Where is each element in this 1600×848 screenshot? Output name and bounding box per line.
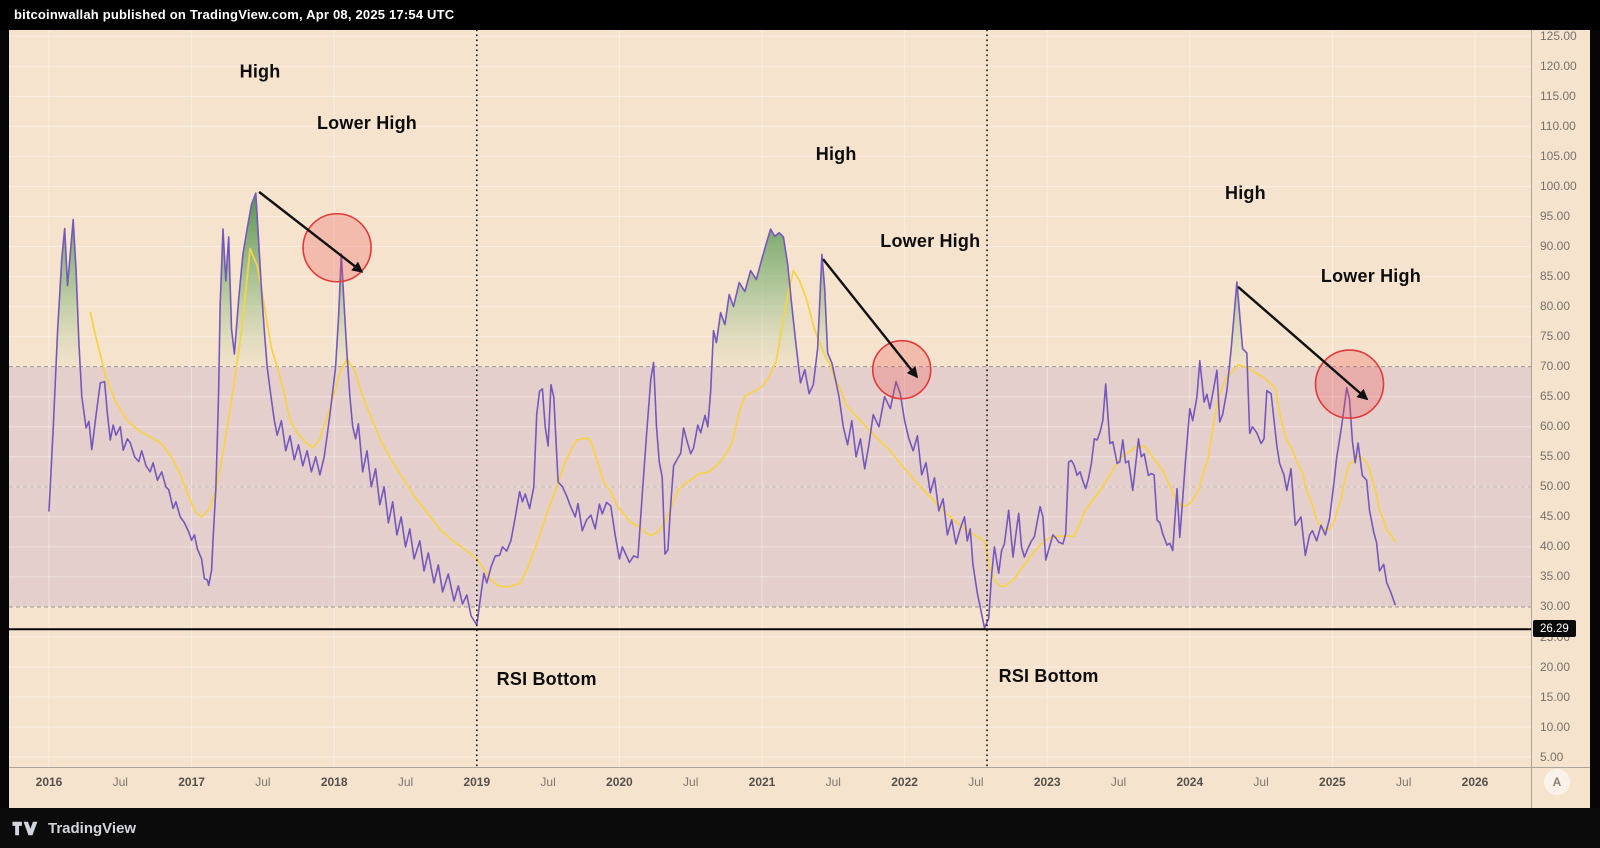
brand-name: TradingView bbox=[48, 819, 137, 837]
page-title: bitcoinwallah published on TradingView.c… bbox=[14, 7, 455, 22]
price-axis[interactable]: 125.00 120.00 115.00 110.00 105.00 100.00 95.0… bbox=[1532, 28, 1590, 767]
tradingview-logo-icon bbox=[12, 821, 38, 835]
rsi-line bbox=[48, 192, 1396, 629]
price-tick-label: 55.00 bbox=[1540, 449, 1571, 464]
current-value-badge: 26.29 bbox=[1533, 620, 1576, 638]
time-tick-year: 2026 bbox=[1461, 775, 1489, 789]
time-tick-jul: Jul bbox=[112, 775, 128, 789]
annotation-text: RSI Bottom bbox=[497, 669, 597, 689]
price-tick-label: 15.00 bbox=[1540, 689, 1571, 704]
footer-bar: TradingView bbox=[0, 808, 1600, 848]
time-tick-year: 2022 bbox=[891, 775, 918, 789]
annotation-text: High bbox=[240, 62, 281, 82]
time-tick-jul: Jul bbox=[968, 775, 984, 789]
annotation-text: Lower High bbox=[1321, 266, 1421, 286]
time-tick-year: 2019 bbox=[463, 775, 491, 789]
price-tick-label: 5.00 bbox=[1540, 749, 1564, 764]
price-tick-label: 70.00 bbox=[1540, 359, 1571, 374]
price-tick-label: 10.00 bbox=[1540, 719, 1571, 734]
price-tick-label: 20.00 bbox=[1540, 659, 1571, 674]
price-tick-label: 110.00 bbox=[1540, 118, 1576, 133]
price-tick-label: 65.00 bbox=[1540, 389, 1571, 404]
price-tick-label: 45.00 bbox=[1540, 509, 1571, 524]
price-tick-label: 125.00 bbox=[1540, 28, 1577, 43]
annotation-text: Lower High bbox=[317, 113, 417, 133]
trend-arrow bbox=[822, 258, 919, 379]
rsi-band bbox=[9, 366, 1531, 607]
time-tick-year: 2021 bbox=[748, 775, 776, 789]
price-axis-border bbox=[1531, 30, 1532, 808]
price-tick-label: 75.00 bbox=[1540, 329, 1571, 344]
price-tick-label: 40.00 bbox=[1540, 539, 1571, 554]
time-tick-year: 2020 bbox=[606, 775, 633, 789]
price-tick-label: 120.00 bbox=[1540, 58, 1577, 73]
time-tick-jul: Jul bbox=[1110, 775, 1127, 789]
time-tick-jul: Jul bbox=[1253, 775, 1269, 789]
annotation-text: High bbox=[1225, 183, 1266, 203]
time-tick-jul: Jul bbox=[1396, 775, 1412, 789]
auto-scale-badge[interactable]: A bbox=[1544, 769, 1570, 795]
time-axis-border bbox=[9, 767, 1590, 768]
header-bar: bitcoinwallah published on TradingView.c… bbox=[0, 0, 1600, 30]
tradingview-logo[interactable]: TradingView bbox=[12, 808, 136, 848]
time-tick-jul: Jul bbox=[540, 775, 556, 789]
annotation-text: High bbox=[816, 144, 857, 164]
price-tick-label: 80.00 bbox=[1540, 299, 1571, 314]
price-tick-label: 105.00 bbox=[1540, 148, 1577, 163]
time-tick-jul: Jul bbox=[683, 775, 699, 789]
trend-arrow bbox=[1237, 285, 1369, 401]
time-tick-year: 2017 bbox=[178, 775, 205, 789]
price-tick-label: 60.00 bbox=[1540, 419, 1571, 434]
time-axis[interactable]: A 2016 Jul 2017 Jul 2018 Jul 2019 Jul 2020 Jul 202… bbox=[9, 768, 1590, 808]
price-tick-label: 95.00 bbox=[1540, 209, 1571, 223]
chart-canvas[interactable]: High Lower High High Lower High High Lower Hi… bbox=[9, 30, 1531, 767]
time-tick-year: 2018 bbox=[320, 775, 348, 789]
price-tick-label: 85.00 bbox=[1540, 269, 1571, 284]
time-tick-year: 2025 bbox=[1319, 775, 1346, 789]
annotation-text: RSI Bottom bbox=[999, 666, 1099, 686]
time-tick-jul: Jul bbox=[397, 775, 414, 789]
price-tick-label: 90.00 bbox=[1540, 239, 1571, 254]
time-tick-jul: Jul bbox=[255, 775, 271, 789]
price-tick-label: 35.00 bbox=[1540, 569, 1571, 584]
price-tick-label: 115.00 bbox=[1540, 88, 1576, 103]
price-tick-label: 100.00 bbox=[1540, 178, 1577, 193]
time-tick-year: 2024 bbox=[1176, 775, 1204, 789]
time-tick-jul: Jul bbox=[825, 775, 841, 789]
time-tick-year: 2016 bbox=[35, 775, 63, 789]
lower-high-circle bbox=[871, 339, 932, 400]
annotation-text: Lower High bbox=[880, 231, 980, 251]
price-tick-label: 50.00 bbox=[1540, 479, 1571, 494]
price-tick-label: 30.00 bbox=[1540, 599, 1571, 614]
time-tick-year: 2023 bbox=[1033, 775, 1061, 789]
trend-arrow bbox=[258, 190, 364, 273]
